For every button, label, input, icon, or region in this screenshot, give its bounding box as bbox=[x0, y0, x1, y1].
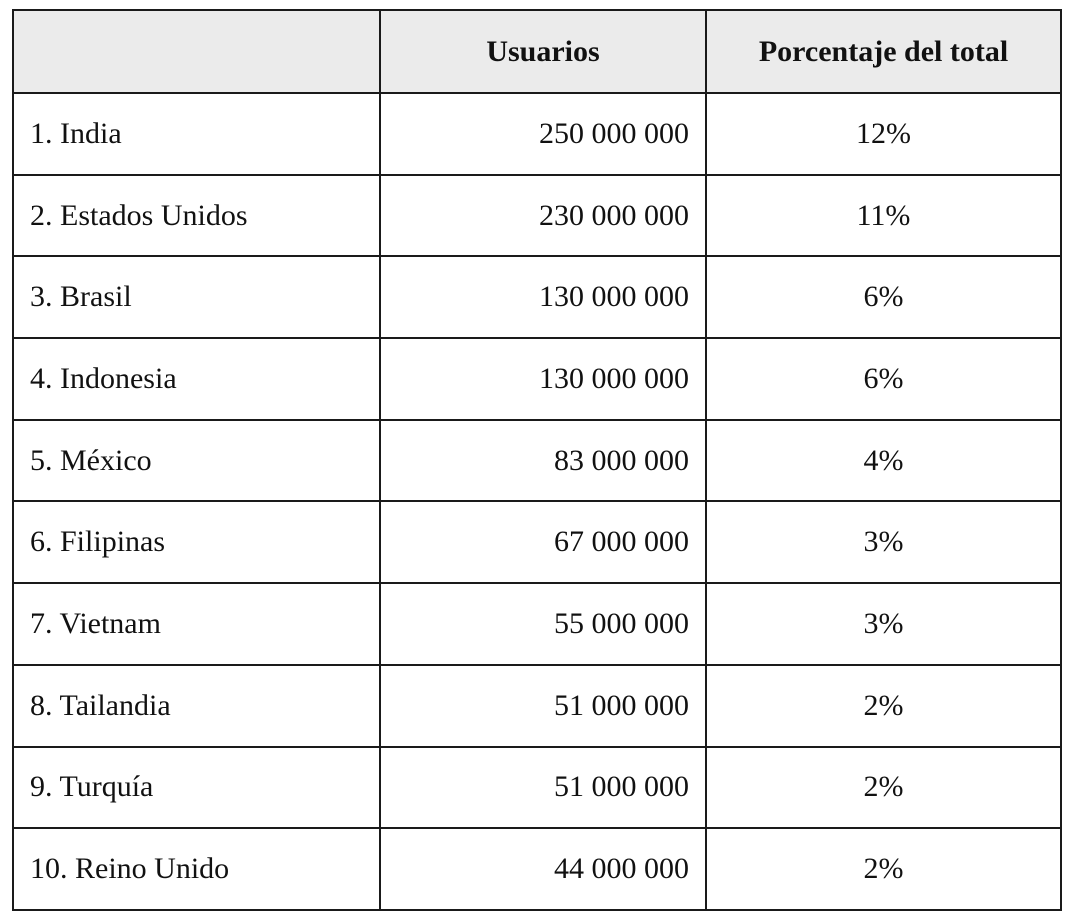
users-cell: 130 000 000 bbox=[379, 337, 707, 421]
table-row: 8. Tailandia 51 000 000 2% bbox=[12, 663, 1062, 748]
country-cell: 1. India bbox=[12, 92, 381, 176]
country-cell: 7. Vietnam bbox=[12, 582, 381, 666]
table-row: 1. India 250 000 000 12% bbox=[12, 92, 1062, 176]
users-cell: 250 000 000 bbox=[379, 92, 707, 176]
percentage-cell: 2% bbox=[705, 827, 1062, 911]
users-cell: 83 000 000 bbox=[379, 418, 707, 503]
users-cell: 51 000 000 bbox=[379, 745, 707, 830]
country-cell: 9. Turquía bbox=[12, 745, 381, 830]
percentage-cell: 2% bbox=[705, 745, 1062, 830]
users-cell: 67 000 000 bbox=[379, 500, 707, 585]
users-cell: 130 000 000 bbox=[379, 255, 707, 340]
percentage-cell: 3% bbox=[705, 582, 1062, 666]
users-cell: 51 000 000 bbox=[379, 663, 707, 748]
percentage-cell: 2% bbox=[705, 663, 1062, 748]
table-row: 2. Estados Unidos 230 000 000 11% bbox=[12, 173, 1062, 258]
table-row: 5. México 83 000 000 4% bbox=[12, 418, 1062, 503]
country-cell: 6. Filipinas bbox=[12, 500, 381, 585]
header-row: Usuarios Porcentaje del total bbox=[12, 9, 1062, 94]
percentage-cell: 6% bbox=[705, 337, 1062, 421]
table-row: 6. Filipinas 67 000 000 3% bbox=[12, 500, 1062, 585]
users-by-country-table: Usuarios Porcentaje del total 1. India 2… bbox=[12, 9, 1062, 911]
percentage-cell: 6% bbox=[705, 255, 1062, 340]
country-cell: 5. México bbox=[12, 418, 381, 503]
table-row: 10. Reino Unido 44 000 000 2% bbox=[12, 827, 1062, 911]
percentage-cell: 12% bbox=[705, 92, 1062, 176]
country-cell: 4. Indonesia bbox=[12, 337, 381, 421]
table-row: 3. Brasil 130 000 000 6% bbox=[12, 255, 1062, 340]
percentage-cell: 3% bbox=[705, 500, 1062, 585]
table-row: 9. Turquía 51 000 000 2% bbox=[12, 745, 1062, 830]
header-country bbox=[12, 9, 381, 94]
percentage-cell: 4% bbox=[705, 418, 1062, 503]
users-cell: 230 000 000 bbox=[379, 173, 707, 258]
country-cell: 8. Tailandia bbox=[12, 663, 381, 748]
table-row: 4. Indonesia 130 000 000 6% bbox=[12, 337, 1062, 421]
table-row: 7. Vietnam 55 000 000 3% bbox=[12, 582, 1062, 666]
country-cell: 3. Brasil bbox=[12, 255, 381, 340]
country-cell: 10. Reino Unido bbox=[12, 827, 381, 911]
header-percentage: Porcentaje del total bbox=[705, 9, 1062, 94]
percentage-cell: 11% bbox=[705, 173, 1062, 258]
users-cell: 44 000 000 bbox=[379, 827, 707, 911]
header-users: Usuarios bbox=[379, 9, 707, 94]
users-cell: 55 000 000 bbox=[379, 582, 707, 666]
country-cell: 2. Estados Unidos bbox=[12, 173, 381, 258]
